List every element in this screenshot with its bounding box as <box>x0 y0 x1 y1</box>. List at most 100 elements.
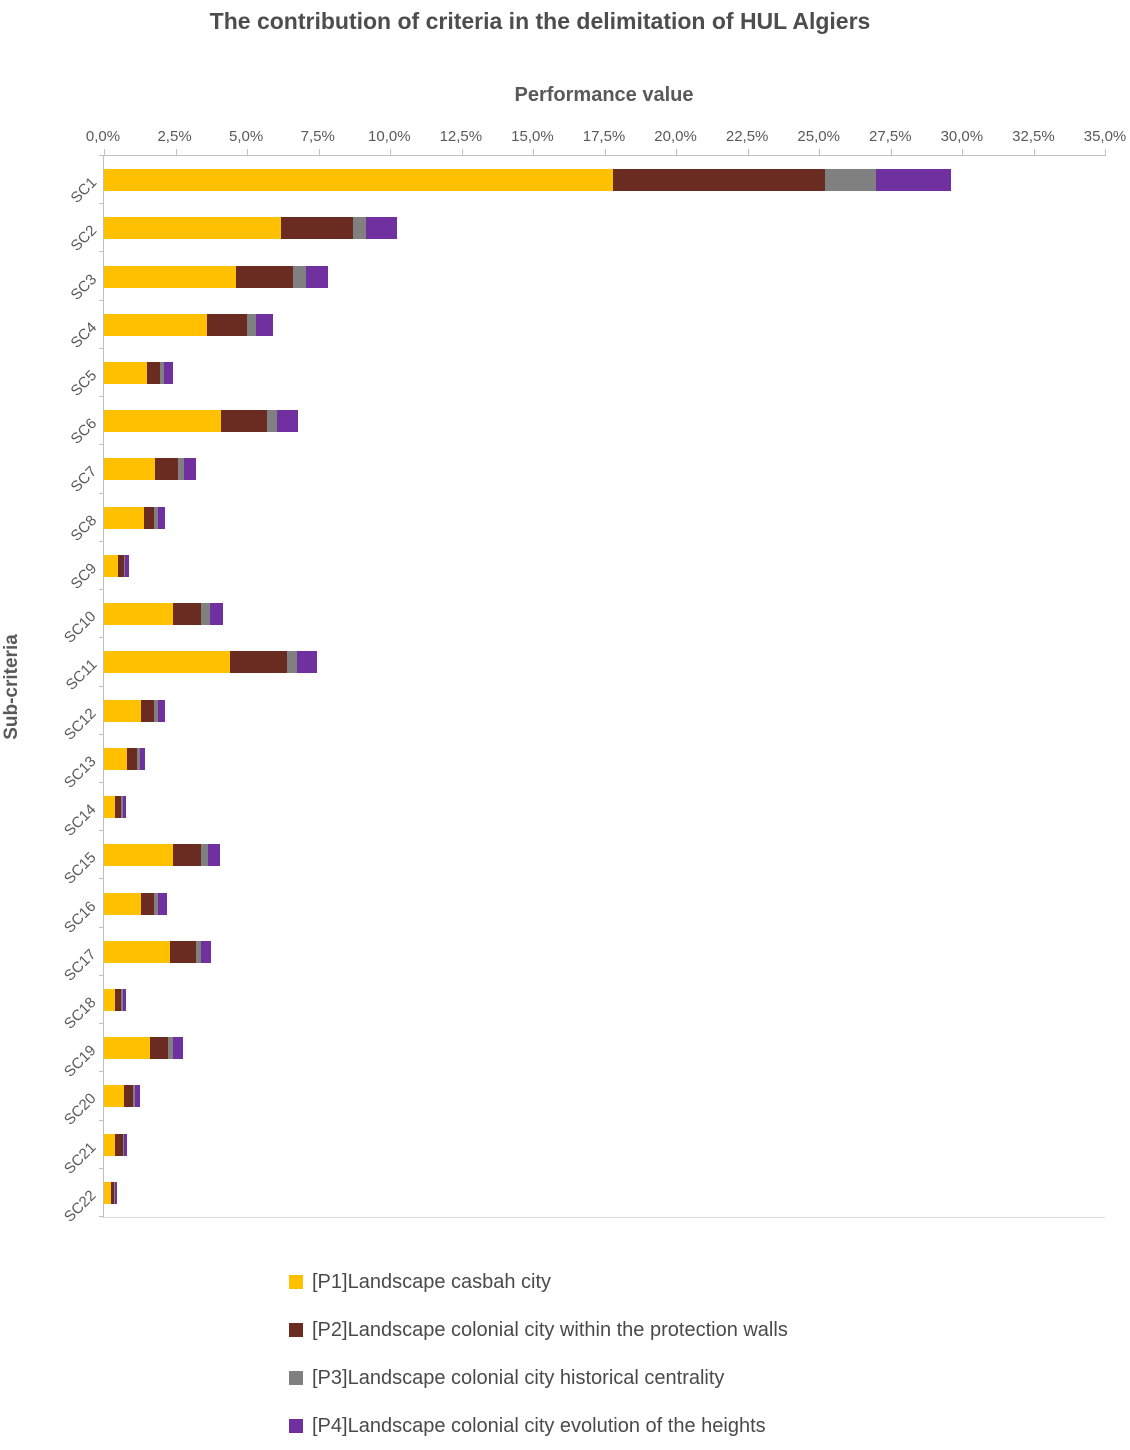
stacked-bar <box>104 554 1105 577</box>
legend-item-p4: [P4]Landscape colonial city evolution of… <box>289 1402 788 1450</box>
y-tick-mark <box>99 1167 104 1169</box>
chart-row: SC20 <box>61 1072 1105 1129</box>
bar-segment-p4 <box>297 651 318 674</box>
x-tick-label: 22,5% <box>725 128 769 145</box>
x-tick-mark <box>461 149 463 156</box>
bar-segment-p2 <box>144 506 155 529</box>
x-tick-label: 35,0% <box>1083 128 1127 145</box>
bar-segment-p2 <box>141 892 155 915</box>
chart-row: SC10 <box>61 590 1105 647</box>
bar-segment-p1 <box>104 506 145 529</box>
category-label: SC11 <box>62 656 101 695</box>
x-tick-mark <box>1105 149 1106 156</box>
category-label: SC16 <box>61 897 101 937</box>
bar-segment-p1 <box>104 313 207 336</box>
x-tick-label: 30,0% <box>940 128 984 145</box>
legend: [P1]Landscape casbah city [P2]Landscape c… <box>289 1258 788 1450</box>
category-label: SC8 <box>67 511 101 545</box>
bar-segment-p4 <box>208 844 220 867</box>
legend-swatch-p1 <box>289 1275 303 1289</box>
legend-label-p2: [P2]Landscape colonial city within the p… <box>312 1318 788 1341</box>
x-tick-mark <box>104 149 105 156</box>
x-tick-label: 0,0% <box>85 128 121 145</box>
bar-segment-p3 <box>132 1085 136 1108</box>
bar-segment-p3 <box>246 313 256 336</box>
bar-segment-p4 <box>125 554 129 577</box>
bar-segment-p4 <box>876 169 951 192</box>
x-tick-mark <box>1033 149 1035 156</box>
bar-segment-p4 <box>114 1181 117 1204</box>
bar-segment-p2 <box>172 603 202 626</box>
bar-segment-p3 <box>124 554 126 577</box>
bar-segment-p4 <box>277 410 299 433</box>
chart-row: SC17 <box>61 928 1105 984</box>
category-label: SC9 <box>67 559 101 593</box>
x-tick-label: 17,5% <box>582 128 626 145</box>
bar-segment-p2 <box>149 1037 169 1060</box>
y-tick-mark <box>99 1023 104 1025</box>
category-label: SC20 <box>61 1090 101 1129</box>
chart-row: SC5 <box>67 349 1105 400</box>
bar-segment-p2 <box>172 844 202 867</box>
x-tick-mark <box>175 149 177 156</box>
category-label: SC12 <box>61 704 101 744</box>
bar-segment-p1 <box>104 747 127 770</box>
bar-segment-p4 <box>365 217 398 240</box>
bar-segment-p2 <box>221 410 267 433</box>
x-tick-label: 27,5% <box>869 128 912 145</box>
chart-row: SC3 <box>67 252 1105 303</box>
chart-row: SC21 <box>61 1121 1105 1177</box>
chart-row: SC22 <box>61 1169 1105 1225</box>
bar-segment-p3 <box>201 603 210 626</box>
y-tick-mark <box>99 492 104 494</box>
bar-segment-p2 <box>115 988 122 1011</box>
bar-segment-p1 <box>104 1181 112 1204</box>
bar-segment-p1 <box>104 603 173 626</box>
y-tick-mark <box>99 878 104 880</box>
y-tick-mark <box>99 926 104 928</box>
bar-segment-p4 <box>209 603 223 626</box>
bar-segment-p3 <box>121 796 123 819</box>
x-tick-mark <box>962 149 963 156</box>
x-tick-label: 25,0% <box>797 128 840 145</box>
bar-segment-p1 <box>104 892 142 915</box>
x-tick-mark <box>819 149 820 156</box>
x-tick-mark <box>390 149 391 156</box>
x-tick-mark <box>533 149 534 156</box>
legend-label-p3: [P3]Landscape colonial city historical c… <box>312 1366 725 1389</box>
bar-segment-p1 <box>104 844 173 867</box>
category-label: SC4 <box>67 318 101 352</box>
bar-segment-p1 <box>104 796 116 819</box>
y-tick-mark <box>99 444 104 446</box>
bar-segment-p1 <box>104 410 222 433</box>
bar-segment-p3 <box>154 699 159 722</box>
bar-segment-p3 <box>824 169 877 192</box>
legend-item-p3: [P3]Landscape colonial city historical c… <box>289 1354 788 1402</box>
legend-swatch-p2 <box>289 1323 303 1337</box>
bar-segment-p3 <box>201 844 209 867</box>
category-label: SC3 <box>67 270 101 304</box>
bar-segment-p2 <box>169 940 196 963</box>
bar-segment-p4 <box>122 988 126 1011</box>
bar-segment-p1 <box>104 362 147 385</box>
bar-segment-p2 <box>155 458 179 481</box>
category-label: SC10 <box>61 608 101 647</box>
category-label: SC21 <box>61 1138 101 1178</box>
x-tick-mark <box>247 149 248 156</box>
y-tick-mark <box>99 540 104 542</box>
bar-segment-p3 <box>154 506 159 529</box>
bar-segment-p2 <box>235 265 293 288</box>
stacked-bar <box>104 217 1105 240</box>
category-label: SC1 <box>67 174 101 207</box>
chart-row: SC2 <box>67 204 1105 255</box>
bar-segment-p2 <box>613 169 825 192</box>
x-tick-label: 2,5% <box>157 128 192 145</box>
y-tick-mark <box>99 1071 104 1073</box>
stacked-bar <box>104 988 1105 1011</box>
stacked-bar <box>104 892 1105 915</box>
bar-segment-p2 <box>141 699 155 722</box>
category-label: SC2 <box>67 222 101 255</box>
bar-segment-p2 <box>115 1133 123 1156</box>
y-tick-mark <box>99 1119 104 1121</box>
x-tick-label: 7,5% <box>300 128 335 145</box>
